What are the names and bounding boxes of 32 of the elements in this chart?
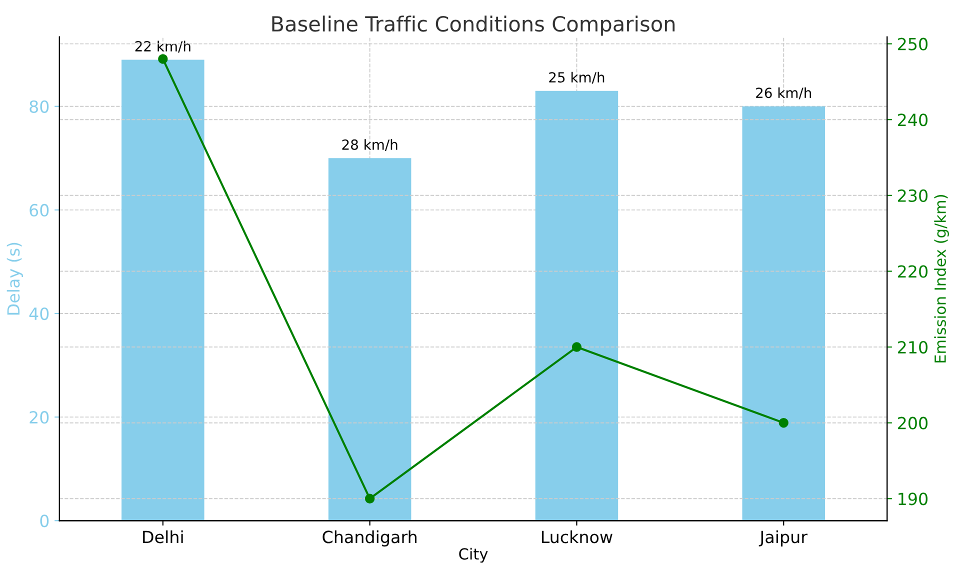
annotation: 25 km/h xyxy=(549,72,604,84)
y2-axis-title: Emission Index (g/km) xyxy=(934,195,949,362)
y-tick-label: 0 xyxy=(40,514,49,528)
y2-tick-label: 220 xyxy=(898,265,928,278)
y-tick-label: 80 xyxy=(30,100,49,113)
y-tick-label: 40 xyxy=(29,307,49,320)
annotation: 28 km/h xyxy=(342,139,398,151)
y2-tick-label: 190 xyxy=(898,492,928,506)
y2-tick-label: 210 xyxy=(898,341,928,354)
point xyxy=(158,54,168,64)
x-tick-label: Lucknow xyxy=(542,530,612,544)
x-tick-label: Delhi xyxy=(143,530,183,544)
bar xyxy=(742,106,826,521)
bar xyxy=(535,90,618,521)
y-axis-title: Delay (s) xyxy=(6,242,23,315)
y-tick-label: 20 xyxy=(30,411,49,424)
bar xyxy=(122,60,204,521)
annotation: 26 km/h xyxy=(756,87,812,100)
point xyxy=(364,494,375,504)
y2-tick-label: 250 xyxy=(898,38,928,50)
x-tick-label: Jaipur xyxy=(758,530,808,546)
point xyxy=(778,418,788,428)
y-tick-label: 60 xyxy=(30,204,49,217)
x-tick-label: Chandigarh xyxy=(322,530,416,546)
y2-tick-label: 240 xyxy=(898,114,928,126)
y2-tick-label: 230 xyxy=(898,189,928,202)
chart-title: Baseline Traffic Conditions Comparison xyxy=(272,16,675,36)
point xyxy=(572,342,582,352)
bar xyxy=(328,158,412,521)
x-axis-title: City xyxy=(459,548,488,563)
annotation: 22 km/h xyxy=(135,40,190,53)
y2-tick-label: 200 xyxy=(898,416,928,430)
